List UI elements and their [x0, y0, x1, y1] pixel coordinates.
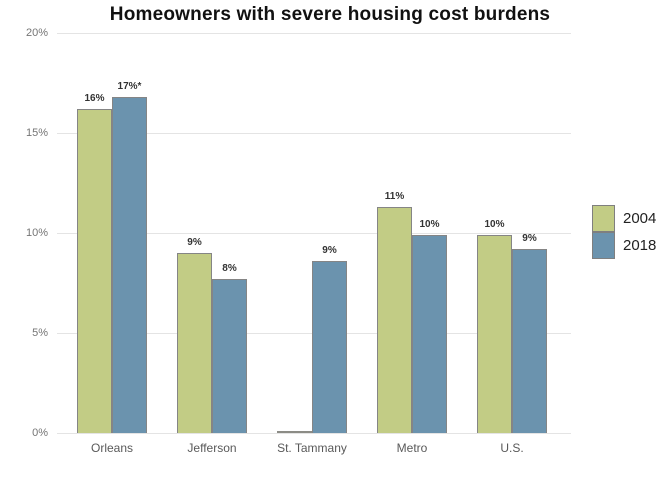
- bar-2018-jefferson: [212, 279, 247, 433]
- chart-title: Homeowners with severe housing cost burd…: [109, 4, 551, 25]
- bar-value-label: 10%: [419, 219, 440, 230]
- category-label-u-s-: U.S.: [500, 441, 524, 455]
- bar-2018-orleans: [112, 97, 147, 433]
- bar-2004-u-s-: [477, 235, 512, 433]
- gridline: [57, 433, 571, 434]
- gridline: [57, 233, 571, 234]
- y-tick-label: 20%: [25, 27, 48, 39]
- category-label-orleans: Orleans: [90, 441, 134, 455]
- y-tick-label: 0%: [32, 427, 48, 439]
- bar-value-label: 11%: [384, 191, 405, 202]
- category-label-metro: Metro: [396, 441, 428, 455]
- bar-2004-jefferson: [177, 253, 212, 433]
- bar-value-label: 17%*: [117, 81, 142, 92]
- bar-value-label: 8%: [222, 263, 237, 274]
- y-tick-label: 5%: [32, 327, 48, 339]
- bar-value-label: 10%: [484, 219, 505, 230]
- bar-value-label: 9%: [187, 237, 202, 248]
- legend-item-2018: 2018: [592, 231, 657, 259]
- legend-label: 2018: [623, 237, 657, 254]
- y-tick-label: 15%: [25, 127, 48, 139]
- bar-2004-metro: [377, 207, 412, 433]
- bar-2018-st-tammany: [312, 261, 347, 433]
- category-label-st-tammany: St. Tammany: [277, 441, 347, 455]
- gridline: [57, 33, 571, 34]
- bar-value-label: 16%: [84, 93, 105, 104]
- y-tick-label: 10%: [25, 227, 48, 239]
- bar-2018-metro: [412, 235, 447, 433]
- bar-2004-orleans: [77, 109, 112, 433]
- legend-item-2004: 2004: [592, 205, 656, 232]
- gridline: [57, 133, 571, 134]
- legend-swatch-2004: [592, 205, 615, 232]
- bar-value-label: 9%: [322, 245, 337, 256]
- legend: 2004 2018: [592, 205, 656, 259]
- bar-2018-u-s-: [512, 249, 547, 433]
- plot-area: 0% 5% 10% 15% 20% 16% 17%* Orleans 9% 8% Jefferson…: [26, 27, 571, 455]
- legend-label: 2004: [623, 210, 657, 227]
- bar-value-label: 9%: [522, 233, 537, 244]
- legend-swatch-2018: [592, 231, 615, 259]
- category-label-jefferson: Jefferson: [187, 441, 237, 455]
- bar-2004-st-tammany: [277, 431, 312, 433]
